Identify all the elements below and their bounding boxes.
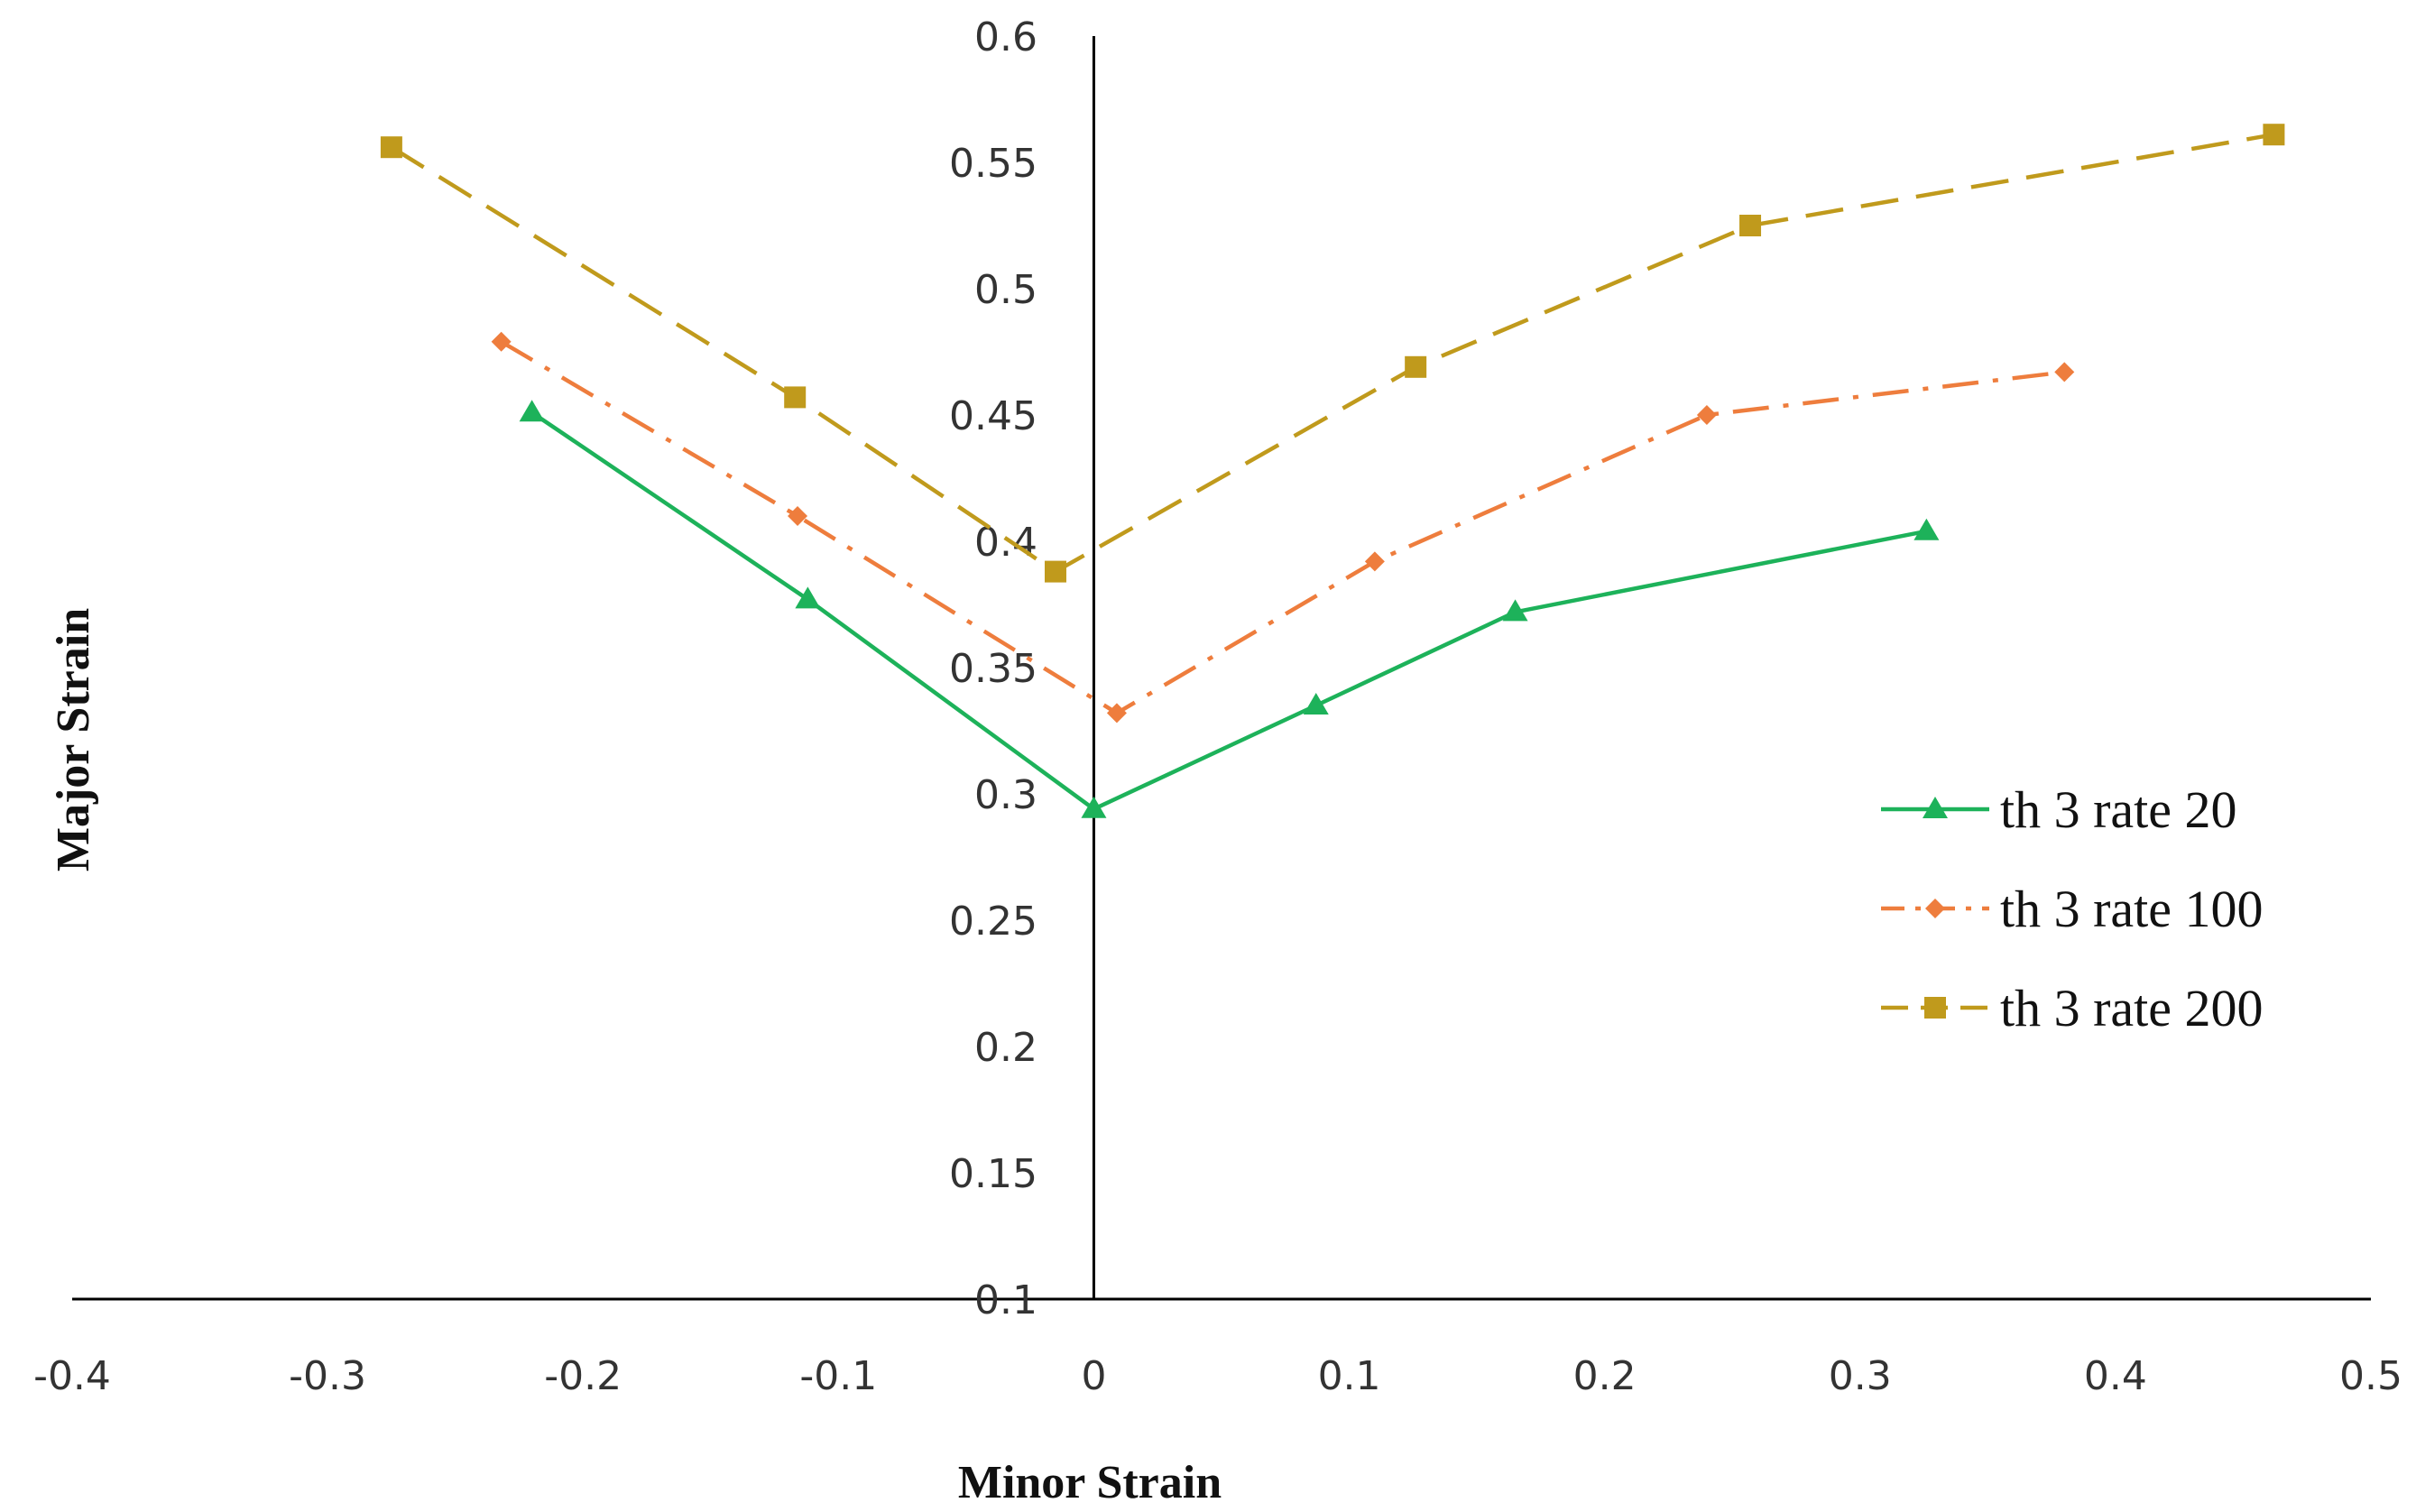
y-tick-label: 0.55	[949, 141, 1037, 187]
y-tick-label: 0.45	[949, 393, 1037, 439]
data-point	[1913, 518, 1940, 540]
data-point	[1044, 560, 1066, 583]
x-tick-label: 0.2	[1573, 1353, 1637, 1399]
x-tick-label: -0.1	[799, 1353, 877, 1399]
legend: th 3 rate 20 th 3 rate 100 th 3 rate 200	[1881, 780, 2264, 1037]
data-point	[1502, 599, 1528, 622]
series-2	[491, 331, 2075, 724]
x-axis-title: Minor Strain	[958, 1457, 1222, 1508]
data-point	[1081, 796, 1107, 818]
legend-marker	[1925, 899, 1945, 918]
series-layer	[380, 124, 2285, 818]
data-point	[1364, 551, 1385, 572]
series-1	[519, 400, 1940, 818]
series-line	[390, 132, 2274, 574]
series-3	[380, 124, 2285, 583]
x-tick-label: 0	[1081, 1353, 1106, 1399]
legend-marker	[1924, 997, 1946, 1019]
x-tick-label: 0.1	[1318, 1353, 1381, 1399]
series-line	[530, 410, 1927, 812]
legend-label: th 3 rate 200	[2000, 979, 2264, 1037]
x-tick-label: -0.4	[33, 1353, 111, 1399]
data-point	[784, 386, 807, 409]
series-line	[500, 339, 2065, 715]
x-tick-label: 0.3	[1829, 1353, 1892, 1399]
y-tick-label: 0.35	[949, 646, 1037, 692]
y-axis-tick-labels: 0.1 0.15 0.2 0.25 0.3 0.35 0.4 0.45 0.5 0.55 0.6	[949, 14, 1037, 1323]
legend-label: th 3 rate 100	[2000, 880, 2264, 938]
data-point	[1739, 215, 1762, 236]
data-point	[2263, 124, 2285, 146]
legend-item-1: th 3 rate 20	[1881, 780, 2237, 839]
x-tick-label: -0.3	[289, 1353, 366, 1399]
data-point	[2054, 362, 2075, 383]
data-point	[788, 506, 808, 526]
x-tick-label: 0.4	[2084, 1353, 2147, 1399]
data-point	[491, 331, 512, 352]
legend-marker	[1923, 797, 1948, 818]
y-tick-label: 0.6	[974, 14, 1037, 60]
data-point	[519, 400, 545, 422]
y-tick-label: 0.4	[974, 520, 1037, 566]
y-tick-label: 0.5	[974, 267, 1037, 313]
data-point	[380, 136, 402, 159]
y-tick-label: 0.1	[974, 1277, 1037, 1323]
legend-item-2: th 3 rate 100	[1881, 880, 2264, 938]
y-tick-label: 0.3	[974, 772, 1037, 818]
data-point	[795, 586, 821, 609]
legend-label: th 3 rate 20	[2000, 780, 2237, 839]
y-tick-label: 0.2	[974, 1025, 1037, 1071]
axes	[72, 36, 2371, 1301]
y-tick-label: 0.15	[949, 1151, 1037, 1197]
data-point	[1696, 405, 1717, 425]
data-point	[1106, 703, 1127, 724]
y-tick-label: 0.25	[949, 899, 1037, 945]
x-tick-label: 0.5	[2339, 1353, 2402, 1399]
data-point	[1303, 693, 1329, 715]
legend-item-3: th 3 rate 200	[1881, 979, 2264, 1037]
data-point	[1405, 355, 1427, 378]
x-tick-label: -0.2	[544, 1353, 622, 1399]
y-axis-title: Major Strain	[48, 608, 99, 871]
x-axis-tick-labels: -0.4 -0.3 -0.2 -0.1 0 0.1 0.2 0.3 0.4 0.5	[33, 1353, 2402, 1399]
